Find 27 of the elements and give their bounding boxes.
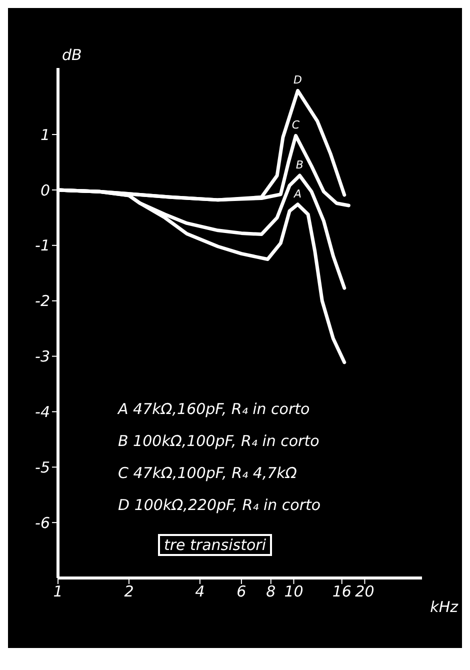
series-label: D <box>294 74 302 87</box>
y-tick-label: -4 <box>35 403 50 422</box>
series-label: A <box>292 187 302 200</box>
annotation: D 100kΩ,220pF, R₄ in corto <box>118 495 321 516</box>
series-label: C <box>292 118 300 132</box>
x-tick-label: 2 <box>124 582 134 601</box>
annotation: A 47kΩ,160pF, R₄ in corto <box>118 399 311 420</box>
y-tick-label: -6 <box>35 514 50 532</box>
y-tick-label: -5 <box>35 458 50 476</box>
x-tick-label: 4 <box>195 582 205 601</box>
y-tick-label: 0 <box>40 181 50 200</box>
x-tick-label: 10 <box>284 582 304 601</box>
y-tick-label: 1 <box>40 126 50 144</box>
x-tick-label: 1 <box>53 582 63 601</box>
y-tick-label: -2 <box>35 292 50 310</box>
y-tick-label: -1 <box>35 236 50 255</box>
series-label: B <box>296 158 304 172</box>
x-tick-label: 16 <box>332 582 352 601</box>
y-axis-title: dB <box>62 46 82 64</box>
annotation: B 100kΩ,100pF, R₄ in corto <box>118 431 320 452</box>
x-tick-label: 8 <box>266 582 276 601</box>
x-axis-title: kHz <box>430 598 458 616</box>
x-tick-label: 6 <box>236 582 246 601</box>
annotation: C 47kΩ,100pF, R₄ 4,7kΩ <box>118 463 298 484</box>
y-tick-label: -3 <box>35 348 50 366</box>
x-tick-label: 20 <box>355 582 374 601</box>
text-frame: tre transistori <box>158 534 272 556</box>
